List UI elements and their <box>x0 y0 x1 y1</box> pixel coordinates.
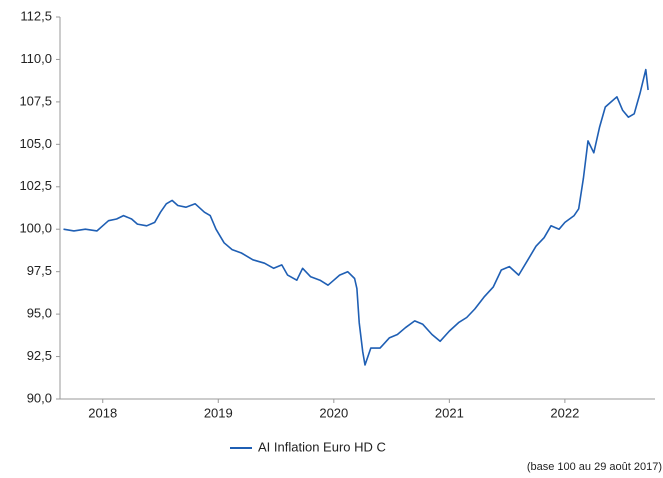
x-tick-label: 2020 <box>319 405 348 420</box>
y-tick-label: 100,0 <box>19 221 52 236</box>
y-tick-label: 95,0 <box>27 306 52 321</box>
x-tick-label: 2018 <box>88 405 117 420</box>
series-line <box>63 68 649 366</box>
legend-label: AI Inflation Euro HD C <box>258 439 386 454</box>
y-tick-label: 102,5 <box>19 178 52 193</box>
y-tick-label: 105,0 <box>19 136 52 151</box>
y-tick-label: 107,5 <box>19 93 52 108</box>
x-tick-label: 2021 <box>435 405 464 420</box>
x-tick-label: 2019 <box>204 405 233 420</box>
y-tick-label: 97,5 <box>27 263 52 278</box>
x-tick-label: 2022 <box>550 405 579 420</box>
y-tick-label: 112,5 <box>20 8 52 23</box>
y-tick-label: 90,0 <box>27 390 52 405</box>
y-tick-label: 110,0 <box>20 51 52 66</box>
y-tick-label: 92,5 <box>27 348 52 363</box>
footnote: (base 100 au 29 août 2017) <box>527 461 662 473</box>
